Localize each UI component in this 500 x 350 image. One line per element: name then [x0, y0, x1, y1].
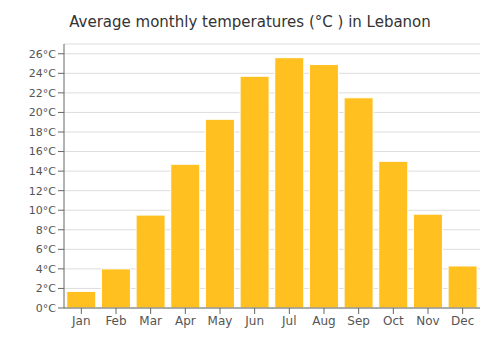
svg-text:Aug: Aug	[312, 314, 335, 328]
svg-text:Jun: Jun	[244, 314, 264, 328]
svg-text:Apr: Apr	[175, 314, 196, 328]
svg-text:4°C: 4°C	[36, 263, 56, 276]
html-text:Average monthly temperatures (: Average monthly temperatures (°C ) in Le…	[69, 13, 431, 31]
svg-text:Feb: Feb	[105, 314, 126, 328]
svg-text:May: May	[208, 314, 233, 328]
svg-text:18°C: 18°C	[29, 126, 56, 139]
svg-text:26°C: 26°C	[29, 48, 56, 61]
svg-text:Nov: Nov	[416, 314, 439, 328]
svg-text:2°C: 2°C	[36, 282, 56, 295]
svg-text:Sep: Sep	[347, 314, 370, 328]
svg-text:10°C: 10°C	[29, 204, 56, 217]
svg-text:20°C: 20°C	[29, 106, 56, 119]
svg-text:Jul: Jul	[281, 314, 296, 328]
svg-text:Dec: Dec	[451, 314, 474, 328]
svg-text:0°C: 0°C	[36, 302, 56, 315]
svg-text:Oct: Oct	[383, 314, 404, 328]
svg-text:12°C: 12°C	[29, 185, 56, 198]
svg-text:8°C: 8°C	[36, 224, 56, 237]
svg-text:16°C: 16°C	[29, 145, 56, 158]
svg-text:6°C: 6°C	[36, 243, 56, 256]
svg-text:24°C: 24°C	[29, 67, 56, 80]
svg-text:14°C: 14°C	[29, 165, 56, 178]
svg-text:Mar: Mar	[139, 314, 162, 328]
svg-text:22°C: 22°C	[29, 87, 56, 100]
svg-text:Jan: Jan	[71, 314, 91, 328]
